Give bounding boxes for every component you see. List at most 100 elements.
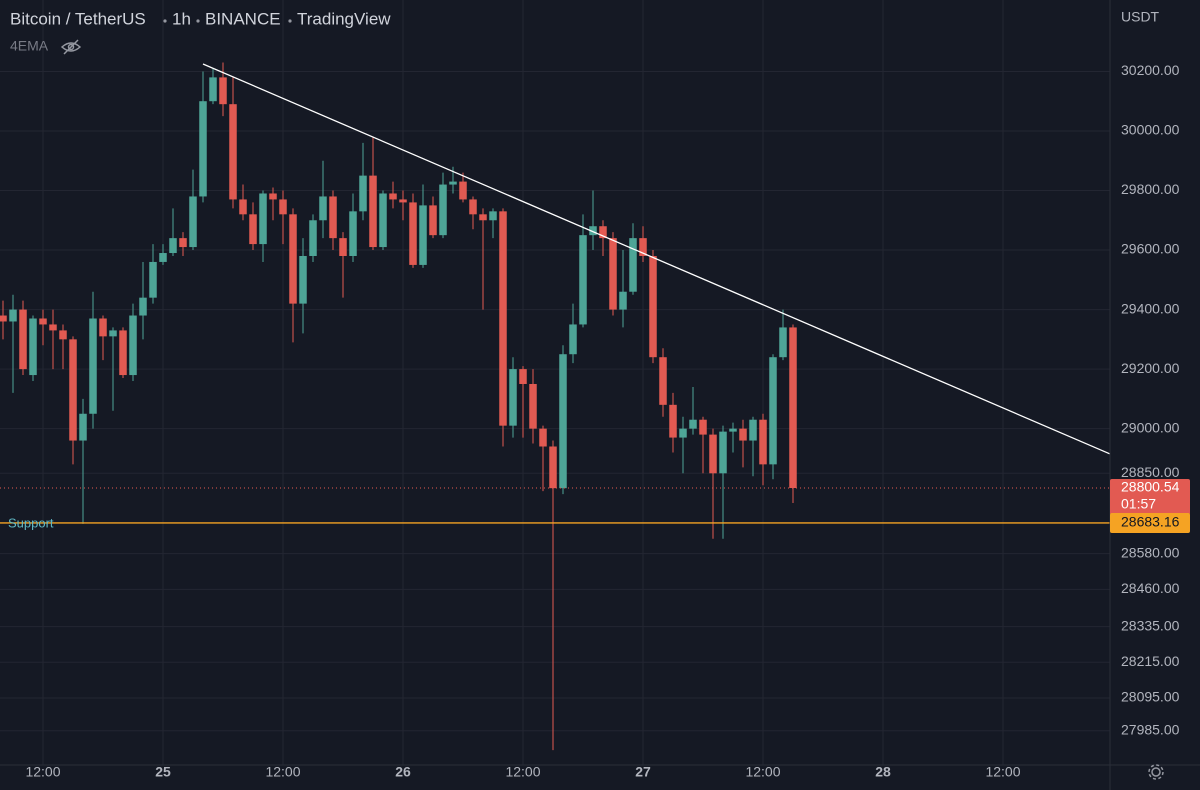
candle-body bbox=[419, 205, 427, 265]
candle-body bbox=[689, 419, 697, 429]
candle-body bbox=[9, 309, 17, 322]
candle-body bbox=[599, 226, 607, 239]
candle-body bbox=[399, 199, 407, 203]
candle-body bbox=[489, 211, 497, 221]
candle-body bbox=[319, 196, 327, 221]
candle-body bbox=[179, 238, 187, 248]
candle-body bbox=[199, 101, 207, 197]
symbol-title: Bitcoin / TetherUS bbox=[10, 9, 146, 28]
candle-body bbox=[549, 446, 557, 489]
candle-body bbox=[349, 211, 357, 256]
candle-body bbox=[59, 330, 67, 340]
gear-center bbox=[1151, 767, 1161, 777]
candle-body bbox=[339, 238, 347, 256]
candle-body bbox=[119, 330, 127, 376]
support-price-box bbox=[1110, 512, 1190, 533]
candle-body bbox=[619, 291, 627, 310]
y-tick-label: 27985.00 bbox=[1121, 721, 1180, 737]
candle-body bbox=[729, 428, 737, 432]
candle-body bbox=[769, 357, 777, 465]
gear-teeth bbox=[1148, 764, 1164, 780]
candle-body bbox=[659, 357, 667, 405]
eye-pupil bbox=[67, 43, 75, 51]
candle-body bbox=[469, 199, 477, 215]
countdown-label: 01:57 bbox=[1121, 496, 1156, 512]
hide-icon[interactable] bbox=[60, 39, 82, 55]
candle-body bbox=[139, 297, 147, 316]
interval: 1h bbox=[172, 9, 191, 28]
candle-body bbox=[719, 431, 727, 474]
candle-body bbox=[609, 238, 617, 310]
trendline bbox=[202, 63, 1111, 455]
candle-body bbox=[459, 181, 467, 200]
candle-body bbox=[209, 77, 217, 102]
candle-body bbox=[389, 193, 397, 200]
candle-body bbox=[739, 428, 747, 441]
labels: 30200.00 30000.00 29800.00 29600.00 29400.00… bbox=[8, 62, 1190, 780]
candle-body bbox=[129, 315, 137, 376]
candle-body bbox=[679, 428, 687, 438]
candle-body bbox=[589, 226, 597, 236]
candle-body bbox=[89, 318, 97, 414]
candle-body bbox=[699, 419, 707, 435]
candle-body bbox=[49, 324, 57, 331]
candle-body bbox=[569, 324, 577, 355]
candle-body bbox=[329, 196, 337, 239]
candle-body bbox=[709, 434, 717, 474]
y-tick-label: 29200.00 bbox=[1121, 360, 1180, 376]
y-tick-label: 30200.00 bbox=[1121, 62, 1180, 78]
candle-body bbox=[159, 253, 167, 262]
candle-body bbox=[639, 238, 647, 256]
candle-body bbox=[519, 369, 527, 384]
y-tick-label: 29000.00 bbox=[1121, 419, 1180, 435]
candle-body bbox=[789, 327, 797, 489]
candle-body bbox=[239, 199, 247, 215]
y-tick-label: 29800.00 bbox=[1121, 181, 1180, 197]
candle-body bbox=[559, 354, 567, 489]
support-label: Support bbox=[8, 515, 54, 530]
last-price-label: 28800.54 bbox=[1121, 479, 1180, 495]
x-tick-label: 12:00 bbox=[505, 764, 540, 780]
y-tick-label: 28335.00 bbox=[1121, 617, 1180, 633]
candle-body bbox=[509, 369, 517, 426]
candle-body bbox=[369, 175, 377, 248]
x-tick-label: 25 bbox=[155, 764, 171, 780]
candle-body bbox=[79, 413, 87, 441]
y-tick-label: 30000.00 bbox=[1121, 122, 1180, 138]
candle-body bbox=[109, 330, 117, 337]
x-tick-label: 27 bbox=[635, 764, 651, 780]
x-tick-label: 12:00 bbox=[265, 764, 300, 780]
exchange: BINANCE bbox=[205, 9, 281, 28]
candle-body bbox=[269, 193, 277, 200]
x-tick-label: 26 bbox=[395, 764, 411, 780]
candle-body bbox=[309, 220, 317, 256]
candle-body bbox=[279, 199, 287, 215]
candle-body bbox=[579, 235, 587, 325]
candle-body bbox=[169, 238, 177, 254]
candle-body bbox=[29, 318, 37, 376]
settings-icon[interactable] bbox=[1148, 764, 1164, 780]
candle-body bbox=[249, 214, 257, 245]
candle-body bbox=[69, 339, 77, 441]
y-tick-label: 29400.00 bbox=[1121, 300, 1180, 316]
candle-body bbox=[189, 196, 197, 248]
source: TradingView bbox=[297, 9, 391, 28]
candle-body bbox=[299, 255, 307, 304]
candle-body bbox=[0, 315, 7, 322]
separator bbox=[288, 19, 292, 23]
candle-body bbox=[409, 202, 417, 265]
indicator-label: 4EMA bbox=[10, 38, 49, 54]
x-tick-label: 12:00 bbox=[745, 764, 780, 780]
candle-body bbox=[499, 211, 507, 426]
currency-label: USDT bbox=[1121, 9, 1160, 25]
candle-body bbox=[379, 193, 387, 248]
candle-body bbox=[259, 193, 267, 245]
candle-body bbox=[479, 214, 487, 221]
last-price-box bbox=[1110, 479, 1190, 516]
y-tick-label: 28460.00 bbox=[1121, 580, 1180, 596]
candle-body bbox=[149, 261, 157, 298]
candle-body bbox=[229, 104, 237, 200]
support-price-label: 28683.16 bbox=[1121, 514, 1180, 530]
